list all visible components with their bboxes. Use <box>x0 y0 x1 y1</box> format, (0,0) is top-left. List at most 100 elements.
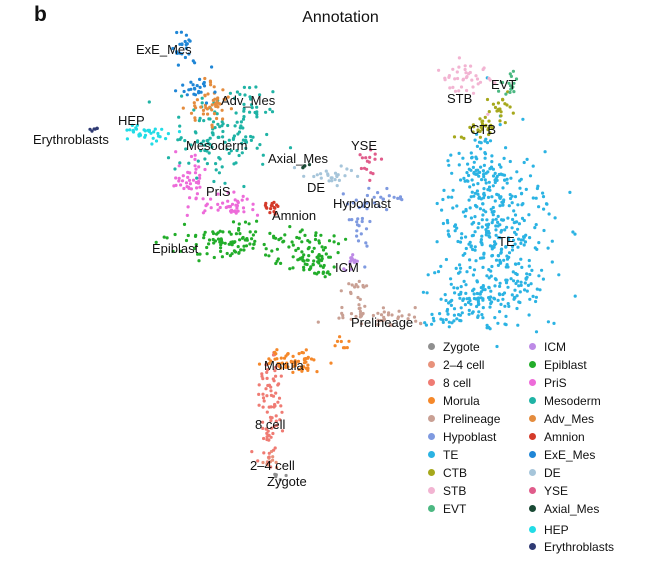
point-te <box>487 276 491 280</box>
point-te <box>487 180 491 184</box>
point-te <box>509 176 513 180</box>
point-stb <box>486 112 490 116</box>
point-te <box>472 171 476 175</box>
point-adv-mes <box>201 108 206 112</box>
point-te <box>498 123 502 127</box>
point-te <box>496 193 500 197</box>
point-epiblast <box>262 242 266 247</box>
point-stb <box>459 85 464 89</box>
legend-item-morula: Morula <box>428 393 480 409</box>
point-te <box>525 157 529 161</box>
point-erythroblasts <box>88 127 92 131</box>
point-te <box>493 284 497 288</box>
point-te <box>468 185 472 189</box>
point-8-cell <box>260 372 264 376</box>
point-prelineage <box>413 306 417 310</box>
point-te <box>524 187 528 191</box>
legend-label: EVT <box>443 502 467 516</box>
point-adv-mes <box>223 97 227 101</box>
point-prelineage <box>406 317 410 321</box>
point-mesoderm <box>237 130 242 134</box>
point-prelineage <box>340 311 344 315</box>
point-epiblast <box>320 254 324 258</box>
point-prelineage <box>358 309 362 314</box>
point-mesoderm <box>213 126 217 130</box>
point-mesoderm <box>216 122 220 126</box>
point-epiblast <box>323 275 327 279</box>
point-epiblast <box>221 230 225 234</box>
point-te <box>461 210 465 214</box>
point-pris <box>177 179 181 183</box>
point-epiblast <box>218 240 222 244</box>
point-te <box>485 141 490 145</box>
point-te <box>510 293 514 297</box>
point-pris <box>232 190 236 194</box>
point-te <box>528 236 532 240</box>
point-epiblast <box>317 261 321 265</box>
point-adv-mes <box>193 116 197 120</box>
point-yse <box>360 156 364 160</box>
point-ctb <box>489 123 493 127</box>
point-epiblast <box>207 238 212 242</box>
point-ctb <box>488 131 492 135</box>
point-te <box>500 228 504 233</box>
point-te <box>469 216 473 220</box>
point-adv-mes <box>212 112 217 116</box>
point-te <box>478 170 482 174</box>
point-pris <box>187 178 192 182</box>
point-pris <box>205 202 209 206</box>
point-te <box>493 199 497 203</box>
point-te <box>452 319 456 323</box>
point-hep <box>130 123 134 127</box>
point-morula <box>284 365 288 369</box>
legend-label: 8 cell <box>443 376 472 390</box>
point-hep <box>154 139 159 143</box>
legend-swatch <box>529 526 536 534</box>
point-stb <box>465 75 469 79</box>
point-te <box>519 177 523 181</box>
point-prelineage <box>337 316 341 320</box>
point-exe-mes <box>179 30 183 34</box>
point-morula <box>300 369 304 373</box>
point-mesoderm <box>253 110 257 115</box>
point-epiblast <box>232 249 236 253</box>
point-yse <box>373 152 377 156</box>
point-prelineage <box>376 318 380 322</box>
point-te <box>542 207 546 211</box>
point-erythroblasts <box>95 126 99 130</box>
point-hep <box>125 128 129 132</box>
point-te <box>472 292 476 296</box>
point-de <box>327 179 331 183</box>
point-evt <box>511 85 515 89</box>
point-te <box>499 251 503 255</box>
point-pris <box>179 183 183 187</box>
point-stb <box>457 65 461 69</box>
point-hypoblast <box>363 265 367 269</box>
point-adv-mes <box>189 111 194 115</box>
point-pris <box>194 167 198 171</box>
point-de <box>319 176 323 180</box>
point-te <box>489 269 493 273</box>
point-mesoderm <box>227 138 231 142</box>
point-stb <box>461 77 465 81</box>
point-te <box>426 273 430 277</box>
point-8-cell <box>272 448 276 452</box>
point-epiblast <box>216 237 221 241</box>
point-te <box>480 243 484 247</box>
point-te <box>425 291 429 295</box>
point-8-cell <box>266 383 270 388</box>
point-exe-mes <box>202 80 206 85</box>
legend-label: ICM <box>544 340 566 354</box>
point-te <box>499 165 503 169</box>
point-adv-mes <box>216 96 220 100</box>
point-te <box>537 205 541 209</box>
point-epiblast <box>302 253 306 257</box>
point-epiblast <box>317 270 321 274</box>
point-amnion <box>269 204 273 208</box>
legend-swatch <box>529 505 536 513</box>
point-axial-mes <box>303 164 307 168</box>
point-epiblast <box>310 250 314 254</box>
legend-item-stb: STB <box>428 483 466 499</box>
point-pris <box>177 176 181 180</box>
point-epiblast <box>219 246 223 250</box>
